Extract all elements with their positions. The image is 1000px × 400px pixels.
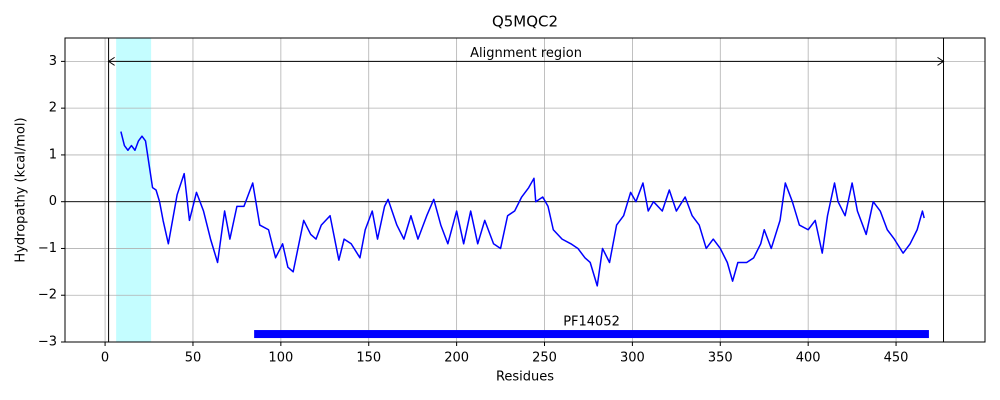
y-tick-label: −3 bbox=[38, 335, 57, 350]
domain-bar bbox=[254, 330, 929, 339]
y-tick-label: 2 bbox=[49, 101, 57, 116]
arrow-head bbox=[937, 56, 945, 66]
chart-title: Q5MQC2 bbox=[492, 13, 558, 31]
y-tick-label: 3 bbox=[49, 54, 57, 69]
x-tick-label: 350 bbox=[708, 351, 733, 366]
hydropathy-line bbox=[120, 131, 925, 287]
x-tick-label: 150 bbox=[356, 351, 381, 366]
x-tick-label: 300 bbox=[620, 351, 645, 366]
x-tick-label: 100 bbox=[268, 351, 293, 366]
x-tick-label: 50 bbox=[185, 351, 202, 366]
x-tick-label: 250 bbox=[532, 351, 557, 366]
x-tick-label: 200 bbox=[444, 351, 469, 366]
y-tick-label: 1 bbox=[49, 147, 57, 162]
arrow-head bbox=[107, 56, 115, 66]
y-tick-label: −2 bbox=[38, 288, 57, 303]
y-tick-label: 0 bbox=[49, 194, 57, 209]
annotation-label: Alignment region bbox=[470, 46, 582, 61]
x-tick-label: 400 bbox=[796, 351, 821, 366]
highlight-span bbox=[116, 38, 152, 342]
x-axis-label: Residues bbox=[496, 370, 554, 385]
domain-label: PF14052 bbox=[563, 315, 620, 330]
x-tick-label: 0 bbox=[101, 351, 109, 366]
plot-frame bbox=[64, 37, 986, 343]
x-tick-label: 450 bbox=[884, 351, 909, 366]
y-tick-label: −1 bbox=[38, 241, 57, 256]
y-axis-label: Hydropathy (kcal/mol) bbox=[14, 117, 29, 262]
